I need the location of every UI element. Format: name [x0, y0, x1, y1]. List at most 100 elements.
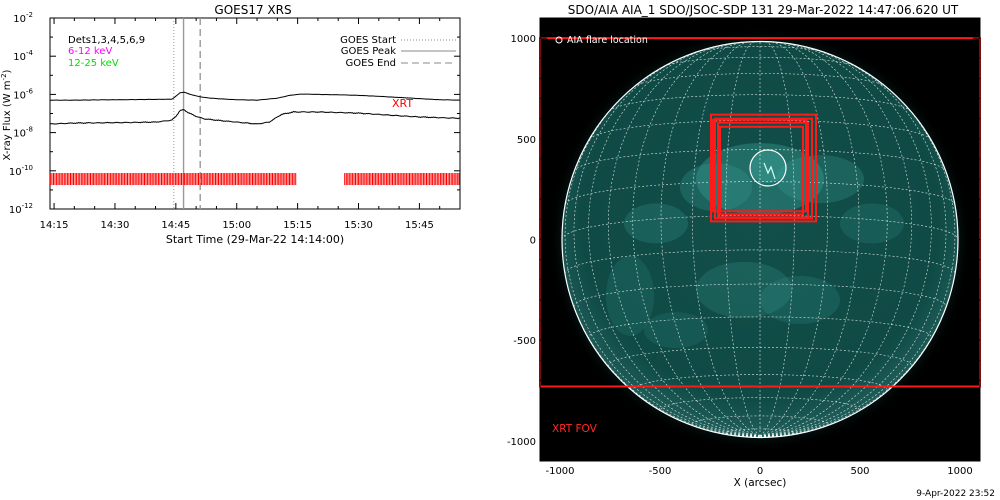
- longitude-line: [759, 52, 947, 437]
- longitude-line: [632, 43, 761, 437]
- goes-x-tick-label: 15:15: [283, 220, 312, 231]
- band-label-12-25: 12-25 keV: [68, 58, 119, 69]
- active-region-brightening: [776, 155, 864, 204]
- goes-x-tick-label: 14:15: [40, 220, 69, 231]
- xrt-fov-label: XRT FOV: [552, 423, 598, 435]
- longitude-line: [759, 435, 768, 438]
- goes-y-axis-label: X-ray Flux (W m-2): [0, 69, 13, 160]
- legend-goes-start-label: GOES Start: [340, 35, 396, 46]
- goes-y-tick-exponent: -10: [22, 164, 33, 172]
- goes-y-tick-label: 10-6: [13, 87, 33, 101]
- goes-x-axis: 14:15 14:30 14:45 15:00 15:15 15:30 15:45: [40, 18, 461, 231]
- aia-y-tick-label: 0: [530, 236, 536, 247]
- aia-y-tick-label: 1000: [511, 34, 536, 45]
- xrt-fov-box: [710, 113, 817, 223]
- footer-timestamp: 9-Apr-2022 23:52: [916, 489, 995, 499]
- goes-y-tick-base: 10: [13, 14, 26, 25]
- goes-y-axis-label-close: ): [2, 69, 13, 73]
- latitude-line: [573, 149, 947, 172]
- goes-y-tick-exponent: -12: [22, 202, 33, 210]
- goes-y-tick-base: 10: [13, 129, 26, 140]
- longitude-line: [759, 435, 764, 438]
- xrt-fov-box: [719, 125, 804, 216]
- xrt-label: XRT: [392, 97, 413, 110]
- longitude-line: [759, 41, 860, 437]
- goes-x-tick-label: 15:30: [344, 220, 373, 231]
- aia-y-tick-label: -500: [513, 336, 536, 347]
- xrt-coverage-bars: [49, 173, 460, 185]
- flare-legend-label: AIA flare location: [567, 35, 648, 46]
- goes-y-tick-base: 10: [9, 167, 22, 178]
- goes-y-tick-exponent: -4: [26, 49, 34, 57]
- active-region-brightening: [696, 261, 792, 318]
- aia-y-axis: -1000 -500 0 500 1000: [507, 17, 980, 462]
- detectors-label: Dets1,3,4,5,6,9: [68, 35, 145, 46]
- xrt-fov-box: [717, 121, 809, 219]
- active-region-brightening: [760, 275, 840, 324]
- longitude-line: [759, 41, 795, 437]
- longitude-line: [725, 41, 761, 437]
- aia-x-axis-label: X (arcsec): [734, 477, 787, 489]
- flare-legend-marker: [555, 36, 563, 44]
- active-region-brightening: [750, 151, 786, 184]
- goes-y-axis-label-main: X-ray Flux (W m: [2, 80, 13, 160]
- active-region-brightening: [840, 203, 904, 244]
- goes-y-tick-label: 10-4: [13, 49, 33, 63]
- latitude-line: [725, 428, 795, 437]
- aia-x-tick-label: -500: [649, 466, 672, 477]
- latitude-line: [588, 316, 932, 339]
- goes-flux-series-2: [49, 108, 461, 125]
- longitude-line: [759, 43, 888, 437]
- goes-y-axis-label-sup: -2: [0, 73, 8, 80]
- goes-flux-series-1: [49, 91, 460, 101]
- aia-x-tick-label: 0: [757, 466, 763, 477]
- goes-x-tick-label: 15:45: [405, 220, 434, 231]
- aia-y-tick-label: 500: [517, 135, 536, 146]
- latitude-line: [696, 46, 824, 53]
- legend-goes-end-label: GOES End: [346, 58, 396, 69]
- goes-y-tick-label: 10-8: [13, 126, 33, 140]
- goes-y-tick-base: 10: [13, 90, 26, 101]
- aia-y-tick-label: -1000: [507, 437, 536, 448]
- xrt-fov-box: [712, 118, 807, 213]
- longitude-line: [759, 46, 932, 437]
- goes-chart-title: GOES17 XRS: [214, 3, 291, 17]
- longitude-line: [573, 52, 761, 437]
- active-region-brightening: [644, 312, 708, 349]
- longitude-line: [660, 41, 761, 437]
- goes-y-tick-label: 10-12: [9, 202, 33, 216]
- active-region-brightening: [624, 203, 688, 244]
- goes-series-group: [49, 91, 461, 125]
- goes-y-tick-base: 10: [9, 205, 22, 216]
- goes-x-tick-label: 15:00: [222, 220, 251, 231]
- goes-y-tick-base: 10: [13, 52, 26, 63]
- latitude-line: [664, 56, 856, 67]
- longitude-line: [588, 46, 761, 437]
- active-region-brightening: [606, 255, 654, 336]
- flare-location-circle: [749, 149, 787, 187]
- goes-x-tick-label: 14:45: [161, 220, 190, 231]
- aia-x-tick-label: 1000: [947, 466, 972, 477]
- goes-y-tick-exponent: -6: [26, 87, 34, 95]
- goes-xrs-chart: GOES17 XRS 14:15 14:30 14:45 15:00 15:15 15:3…: [0, 3, 461, 246]
- latitude-line: [660, 397, 860, 413]
- latitude-line: [632, 374, 888, 392]
- longitude-line: [691, 41, 761, 437]
- solar-disk-group: [548, 27, 972, 452]
- goes-y-tick-label: 10-10: [9, 164, 33, 178]
- xrt-fov-box: [714, 117, 813, 220]
- aia-x-tick-label: 500: [850, 466, 869, 477]
- aia-image-title: SDO/AIA AIA_1 SDO/JSOC-SDP 131 29-Mar-20…: [568, 3, 959, 17]
- goes-legend: GOES Start GOES Peak GOES End: [340, 35, 456, 69]
- goes-x-tick-label: 14:30: [101, 220, 130, 231]
- goes-y-tick-exponent: -8: [26, 126, 33, 134]
- latitude-line: [565, 181, 955, 205]
- goes-x-axis-label: Start Time (29-Mar-22 14:14:00): [166, 233, 344, 246]
- aia-x-axis: -1000 -500 0 500 1000: [539, 18, 981, 477]
- solar-limb: [561, 40, 959, 439]
- band-label-6-12: 6-12 keV: [68, 46, 112, 57]
- goes-y-tick-label: 10-2: [13, 11, 33, 25]
- aia-image-panel: SDO/AIA AIA_1 SDO/JSOC-SDP 131 29-Mar-20…: [507, 3, 981, 489]
